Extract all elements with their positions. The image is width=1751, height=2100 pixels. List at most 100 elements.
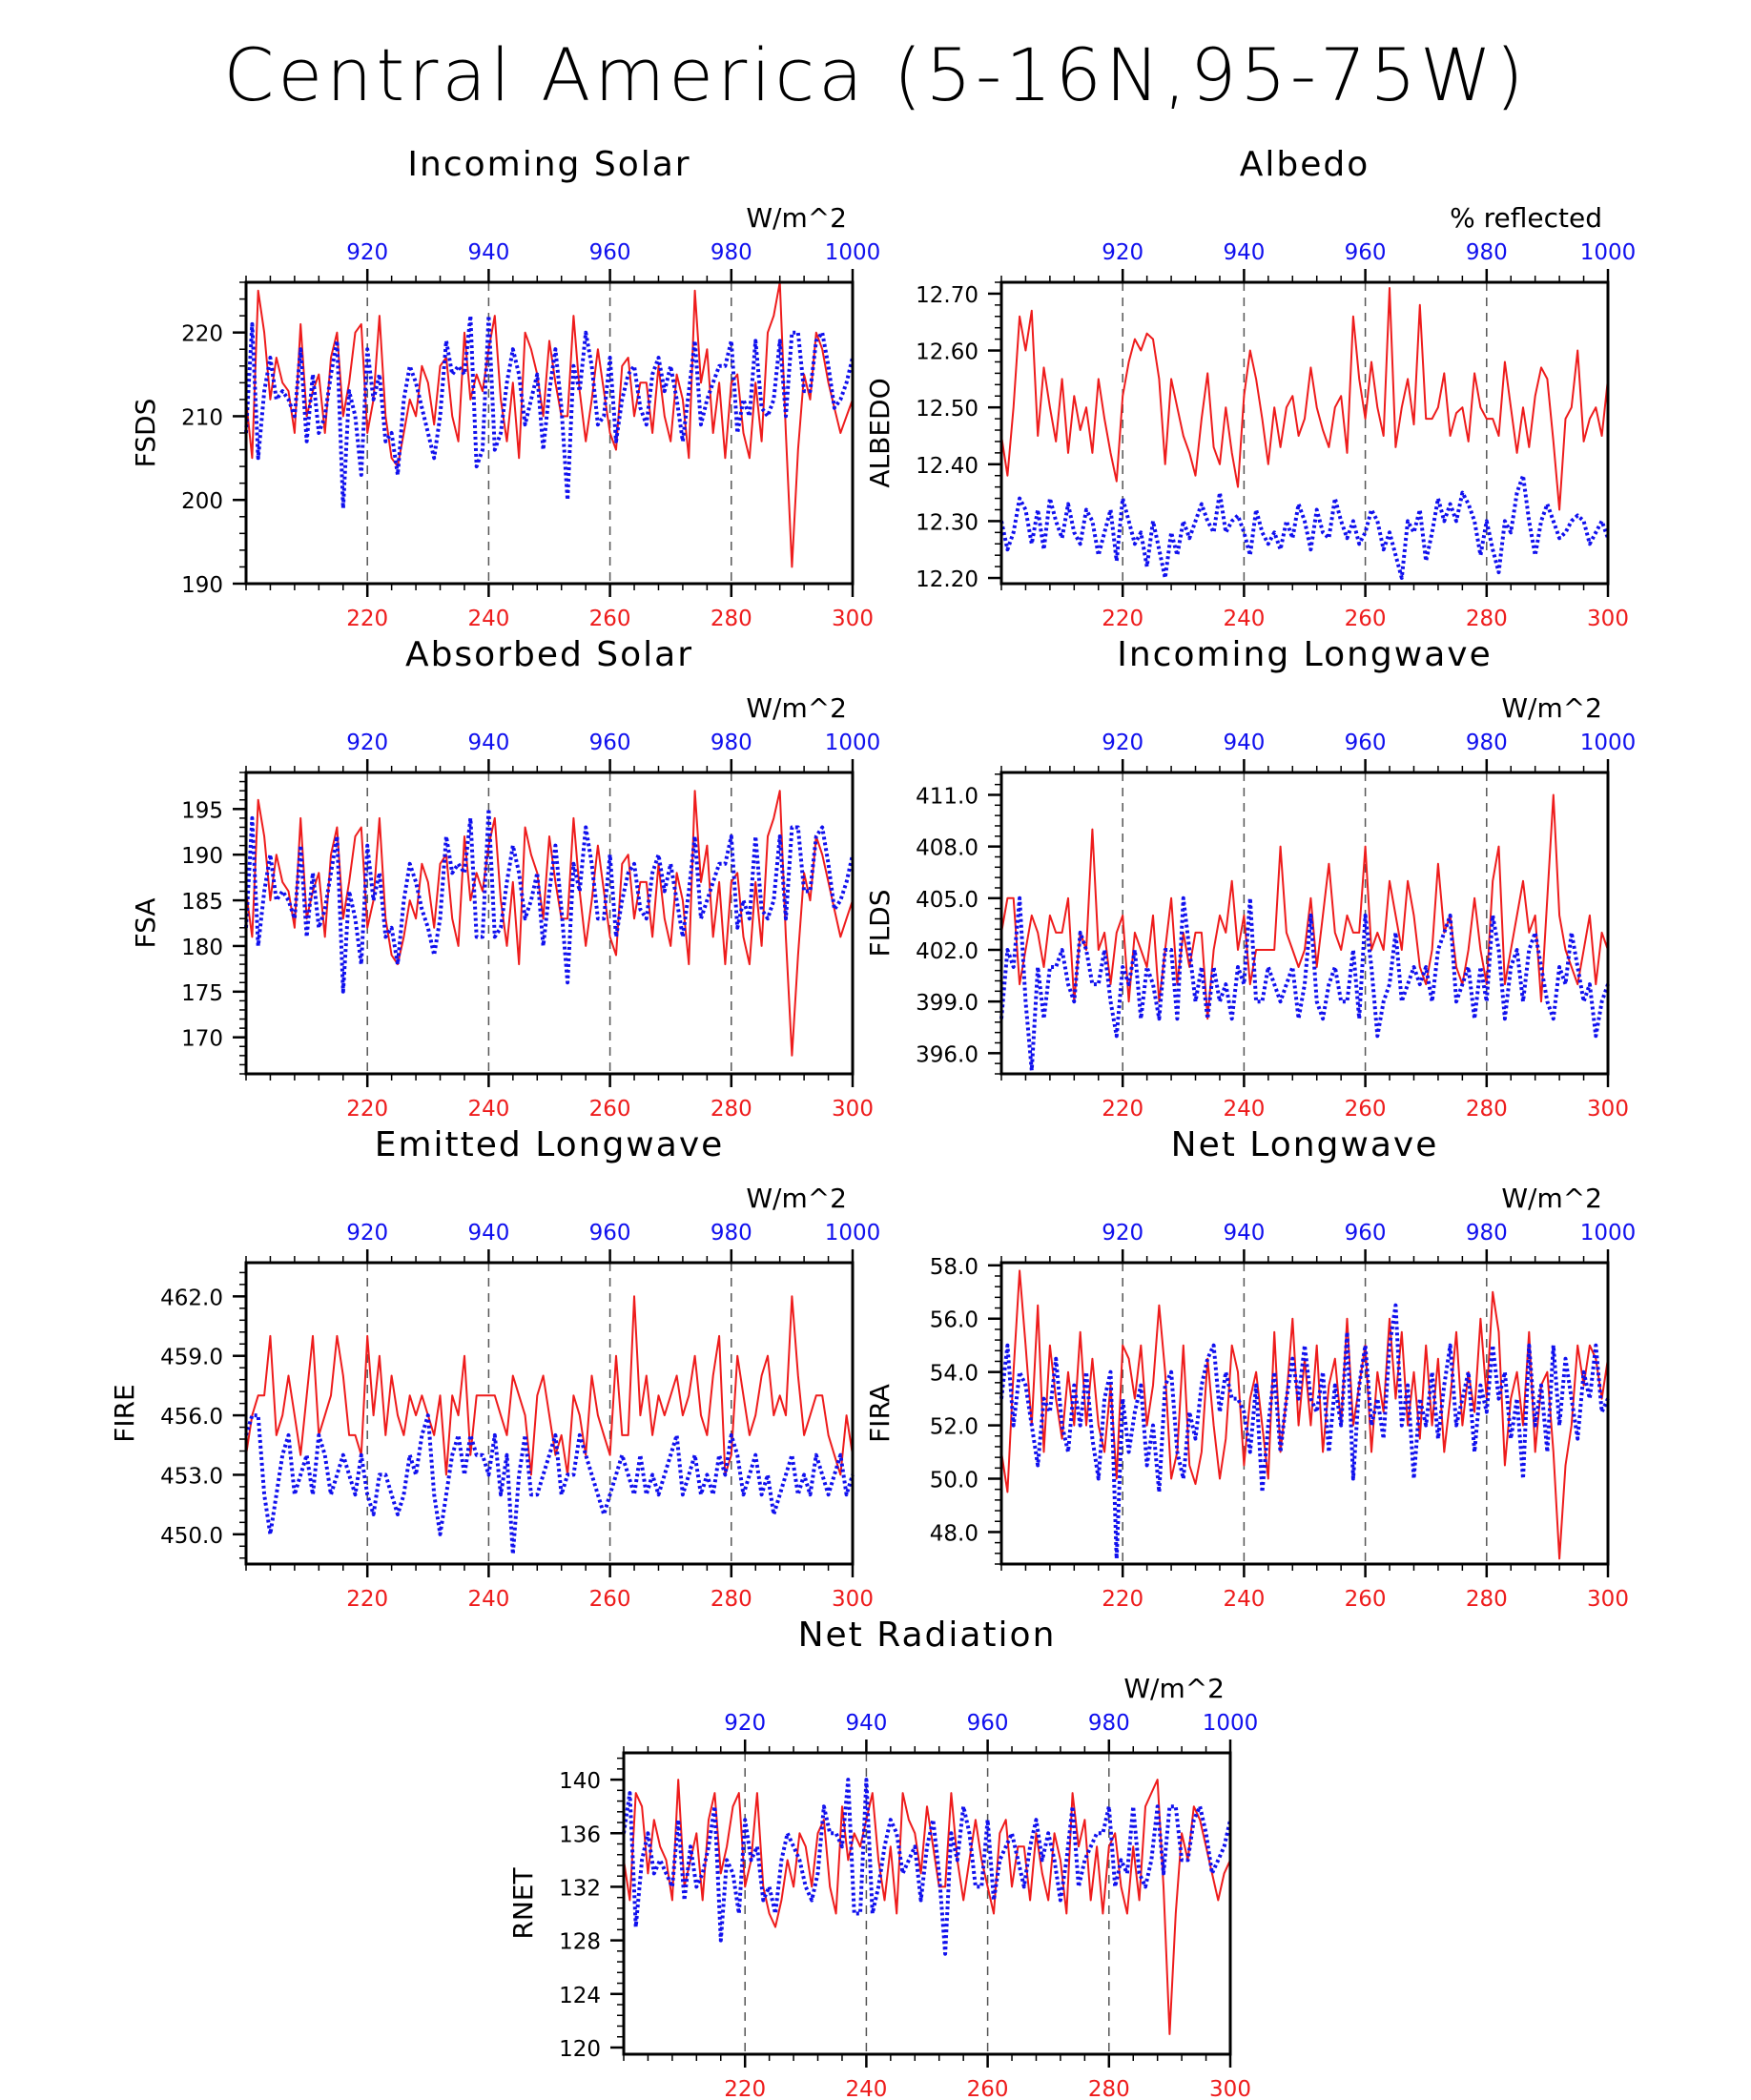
x-top-tick-label: 1000 [825,240,881,265]
y-tick-label: 396.0 [916,1042,978,1067]
y-tick-label: 180 [181,936,223,960]
y-tick-label: 50.0 [930,1469,978,1493]
x-top-tick-label: 980 [711,731,752,755]
x-bottom-tick-label: 260 [589,1587,631,1612]
series-line-red [623,1779,1231,2035]
y-tick-label: 52.0 [930,1415,978,1440]
x-top-tick-label: 940 [1223,1221,1265,1246]
y-tick-label: 54.0 [930,1362,978,1387]
chart-title: Incoming Longwave [1117,635,1493,674]
plot-frame [999,771,1610,1076]
x-bottom-tick-label: 260 [1345,607,1387,631]
series-line-blue [999,1303,1610,1561]
panels: Incoming Solar W/m^2 190 200 210 220 FSDS 220 24… [109,145,1636,2100]
chart-panel-6: Net Longwave W/m^2 48.0 50.0 52.0 54.0 56.0 58.… [864,1125,1636,1612]
x-bottom-tick-label: 300 [832,1587,874,1612]
plot-frame [622,1751,1232,2056]
chart-title: Emitted Longwave [375,1125,725,1164]
x-bottom-tick-label: 300 [832,607,874,631]
x-top-tick-label: 920 [346,240,388,265]
x-top-tick-label: 980 [1088,1711,1130,1736]
x-top-tick-label: 920 [724,1711,766,1736]
y-tick-label: 190 [181,844,223,869]
y-tick-label: 58.0 [930,1255,978,1280]
y-tick-label: 210 [181,405,223,430]
y-tick-label: 402.0 [916,939,978,964]
x-top-tick-label: 920 [1102,1221,1143,1246]
plot-frame [244,771,855,1076]
chart-panel-5: Emitted Longwave W/m^2 450.0 453.0 456.0 459.… [109,1125,880,1612]
y-tick-label: 136 [559,1822,601,1847]
x-top-tick-label: 960 [1345,731,1387,755]
y-axis-label: FSDS [130,399,161,468]
x-bottom-tick-label: 300 [1587,607,1629,631]
chart-panel-2: Albedo % reflected 12.20 12.30 12.40 12.50 12.… [864,145,1636,631]
x-bottom-tick-label: 220 [1102,1097,1143,1122]
x-top-tick-label: 940 [467,1221,509,1246]
units-label: W/m^2 [1501,692,1602,724]
y-tick-label: 120 [559,2037,601,2062]
x-bottom-tick-label: 300 [1587,1097,1629,1122]
x-bottom-tick-label: 220 [724,2077,766,2100]
x-top-tick-label: 960 [967,1711,1009,1736]
x-top-tick-label: 960 [1345,240,1387,265]
y-tick-label: 459.0 [160,1346,223,1370]
y-tick-label: 132 [559,1876,601,1901]
x-top-tick-label: 1000 [1203,1711,1259,1736]
x-top-tick-label: 940 [467,240,509,265]
x-bottom-tick-label: 280 [1088,2077,1130,2100]
series-line-red [1000,287,1609,511]
units-label: W/m^2 [1501,1183,1602,1214]
x-bottom-tick-label: 280 [711,1587,752,1612]
x-top-tick-label: 980 [711,240,752,265]
x-top-tick-label: 960 [1345,1221,1387,1246]
y-tick-label: 124 [559,1984,601,2008]
plot-frame [244,1261,855,1566]
x-top-tick-label: 940 [1223,240,1265,265]
series-line-red [245,281,854,568]
x-bottom-tick-label: 300 [832,1097,874,1122]
x-top-tick-label: 980 [711,1221,752,1246]
x-bottom-tick-label: 220 [346,1587,388,1612]
y-axis-label: FIRA [864,1384,896,1443]
x-bottom-tick-label: 260 [1345,1587,1387,1612]
x-bottom-tick-label: 300 [1209,2077,1251,2100]
x-top-tick-label: 980 [1466,731,1508,755]
x-top-tick-label: 920 [346,731,388,755]
chart-panel-1: Incoming Solar W/m^2 190 200 210 220 FSDS 220 24… [130,145,880,631]
x-bottom-tick-label: 220 [346,607,388,631]
y-tick-label: 200 [181,489,223,514]
x-bottom-tick-label: 260 [1345,1097,1387,1122]
series-line-blue [244,807,855,994]
x-bottom-tick-label: 260 [589,607,631,631]
y-tick-label: 408.0 [916,836,978,861]
y-tick-label: 12.50 [916,397,978,422]
y-tick-label: 12.30 [916,510,978,535]
series-line-red [245,790,854,1057]
plot-frame [999,280,1610,586]
plot-frame [999,1261,1610,1566]
y-tick-label: 450.0 [160,1524,223,1549]
y-axis-label: FSA [130,897,161,948]
chart-title: Absorbed Solar [405,635,693,674]
y-tick-label: 56.0 [930,1308,978,1333]
x-bottom-tick-label: 280 [711,607,752,631]
y-tick-label: 12.40 [916,454,978,479]
y-tick-label: 170 [181,1027,223,1052]
y-tick-label: 399.0 [916,991,978,1016]
x-bottom-tick-label: 240 [1223,607,1265,631]
x-top-tick-label: 1000 [825,1221,881,1246]
units-label: % reflected [1450,202,1602,234]
x-top-tick-label: 940 [467,731,509,755]
y-tick-label: 12.60 [916,340,978,365]
chart-title: Incoming Solar [407,145,690,184]
x-bottom-tick-label: 240 [1223,1097,1265,1122]
x-bottom-tick-label: 240 [467,1097,509,1122]
y-tick-label: 405.0 [916,888,978,913]
main-title: Central America (5-16N,95-75W) [223,32,1527,117]
x-bottom-tick-label: 220 [1102,1587,1143,1612]
x-top-tick-label: 940 [1223,731,1265,755]
x-bottom-tick-label: 240 [467,1587,509,1612]
chart-title: Net Radiation [798,1616,1057,1655]
